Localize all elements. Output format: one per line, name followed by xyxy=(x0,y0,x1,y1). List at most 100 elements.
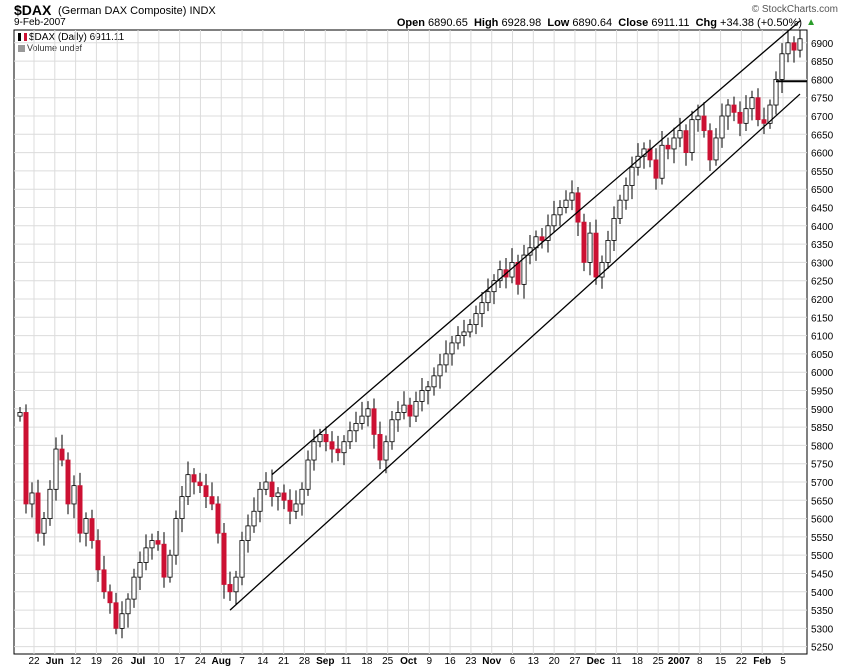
candle-body xyxy=(35,492,41,534)
candle-body xyxy=(263,481,269,490)
candle-body xyxy=(659,144,665,179)
index-full-name: (German DAX Composite) xyxy=(58,5,187,17)
stockcharts-watermark: © StockCharts.com xyxy=(751,4,838,15)
candle-body xyxy=(371,408,377,435)
y-tick-label: 5650 xyxy=(811,496,834,507)
x-tick-label: 18 xyxy=(361,656,373,667)
candle-body xyxy=(197,481,203,487)
y-tick-label: 6500 xyxy=(811,185,834,196)
x-tick-label: 7 xyxy=(239,656,245,667)
candle-body xyxy=(251,510,257,527)
candle-body xyxy=(689,119,695,154)
candle-body xyxy=(461,331,467,336)
candle-body xyxy=(611,218,617,241)
candle-body xyxy=(671,137,677,150)
candle-body xyxy=(155,540,161,545)
candle-body xyxy=(257,488,263,512)
y-tick-label: 6800 xyxy=(811,75,834,86)
candle-body xyxy=(791,42,797,51)
y-tick-label: 5300 xyxy=(811,624,834,635)
candle-body xyxy=(149,540,155,549)
x-tick-label: 12 xyxy=(70,656,82,667)
candle-body xyxy=(431,375,437,388)
y-tick-label: 5500 xyxy=(811,551,834,562)
candle-body xyxy=(623,185,629,201)
candle-body xyxy=(407,404,413,417)
candle-body xyxy=(485,291,491,304)
y-tick-label: 5700 xyxy=(811,478,834,489)
x-tick-label: 23 xyxy=(465,656,477,667)
y-tick-label: 6200 xyxy=(811,295,834,306)
index-name: (German DAX Composite) INDX xyxy=(58,5,216,17)
x-tick-label: 13 xyxy=(528,656,540,667)
candle-body xyxy=(731,104,737,113)
candle-body xyxy=(575,192,581,223)
candle-body xyxy=(227,584,233,593)
x-tick-label: 11 xyxy=(611,656,622,667)
x-tick-label: Aug xyxy=(212,656,231,667)
candle-body xyxy=(521,254,527,285)
x-tick-label: 6 xyxy=(510,656,516,667)
lower-channel-line xyxy=(229,93,801,611)
x-tick-label: Jul xyxy=(131,656,146,667)
candlestick-series xyxy=(17,29,803,639)
candle-body xyxy=(353,423,359,432)
candle-body xyxy=(779,53,785,80)
series-swatch-icon xyxy=(18,33,27,41)
candle-body xyxy=(563,199,569,208)
candle-body xyxy=(281,492,287,501)
y-tick-label: 5800 xyxy=(811,441,834,452)
candle-body xyxy=(113,602,119,629)
low-value: 6890.64 xyxy=(572,17,613,29)
candle-body xyxy=(77,485,83,534)
candle-body xyxy=(797,38,803,51)
x-tick-label: Sep xyxy=(316,656,334,667)
x-tick-label: 28 xyxy=(299,656,311,667)
candle-body xyxy=(347,430,353,443)
grid-lines xyxy=(14,30,807,654)
low-label: Low xyxy=(547,17,570,29)
candle-body xyxy=(317,434,323,443)
up-triangle-icon: ▲ xyxy=(806,17,816,28)
candle-body xyxy=(233,576,239,593)
y-tick-label: 5850 xyxy=(811,423,834,434)
x-tick-label: 25 xyxy=(382,656,394,667)
candle-body xyxy=(125,598,131,615)
candle-body xyxy=(239,540,245,578)
candle-body xyxy=(275,492,281,498)
x-tick-label: 14 xyxy=(257,656,269,667)
y-tick-label: 6150 xyxy=(811,313,834,324)
y-axis: 5250 5300 5350 5400 5450 5500 5550 5600 5650 5700… xyxy=(811,39,834,654)
close-label: Close xyxy=(618,17,649,29)
candle-body xyxy=(59,448,65,461)
candle-body xyxy=(395,412,401,421)
candle-body xyxy=(569,192,575,201)
candle-body xyxy=(359,415,365,424)
candle-body xyxy=(23,412,29,505)
y-tick-label: 5400 xyxy=(811,588,834,599)
candle-body xyxy=(47,488,53,519)
candle-body xyxy=(737,111,743,124)
candle-body xyxy=(71,485,77,505)
candle-body xyxy=(665,144,671,150)
candle-body xyxy=(497,269,503,282)
open-value: 6890.65 xyxy=(428,17,468,29)
candle-body xyxy=(221,532,227,585)
candle-body xyxy=(749,97,755,110)
y-tick-label: 6050 xyxy=(811,350,834,361)
candle-body xyxy=(599,261,605,278)
x-tick-label: 19 xyxy=(91,656,103,667)
candle-body xyxy=(83,518,89,534)
candle-body xyxy=(167,554,173,578)
candle-body xyxy=(209,496,215,505)
candle-body xyxy=(107,591,113,604)
candle-body xyxy=(179,496,185,519)
y-tick-label: 5550 xyxy=(811,533,834,544)
candle-body xyxy=(701,115,707,132)
chg-label: Chg xyxy=(695,17,717,29)
candle-body xyxy=(305,459,311,490)
x-tick-label: 25 xyxy=(653,656,665,667)
y-tick-label: 6600 xyxy=(811,149,834,160)
candle-body xyxy=(719,115,725,139)
candle-body xyxy=(617,199,623,219)
